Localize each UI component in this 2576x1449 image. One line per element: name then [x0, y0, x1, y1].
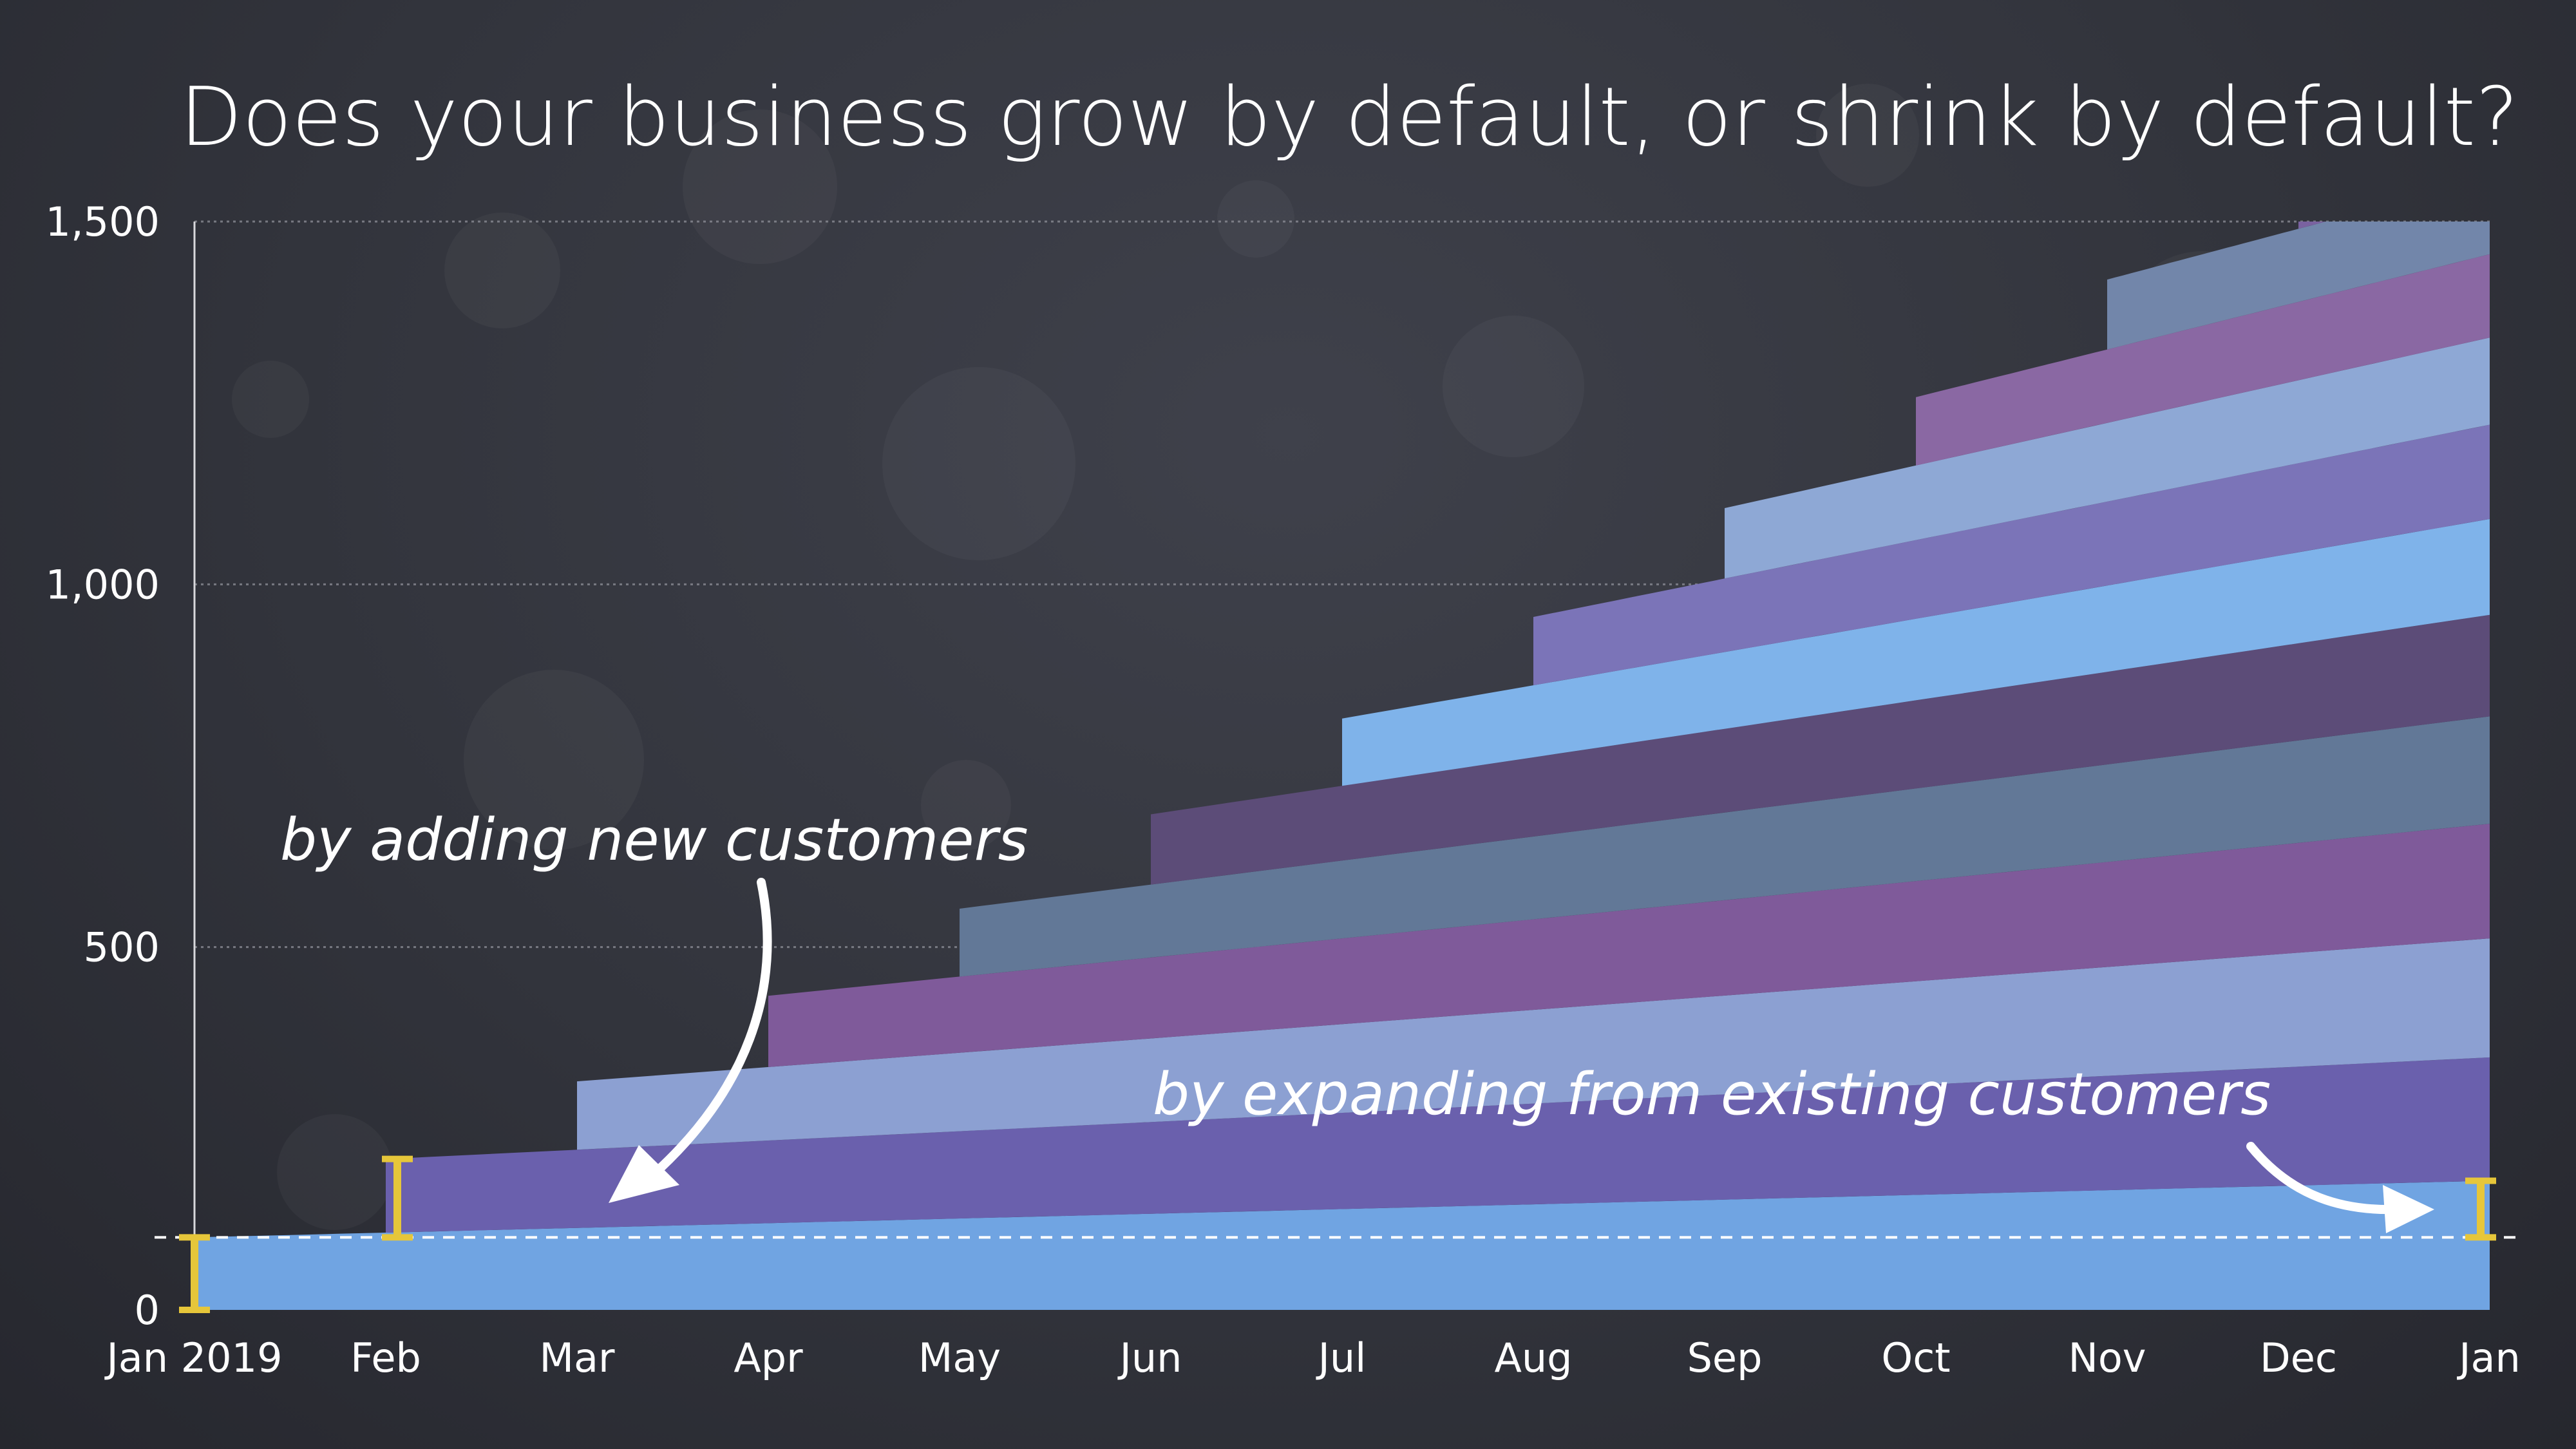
chart-title: Does your business grow by default, or s…: [180, 70, 2519, 164]
y-tick-label: 1,500: [46, 198, 160, 245]
y-axis-ticks: 0 500 1,000 1,500: [46, 198, 160, 1334]
arrow-new-customers: [633, 878, 772, 1193]
annotation-new-customers: by adding new customers: [280, 806, 1028, 874]
x-tick-label: Jan 2019: [104, 1334, 282, 1381]
x-axis-ticks: Jan 2019 Feb Mar Apr May Jun Jul Aug Sep Oct Nov De…: [104, 1334, 2520, 1381]
x-tick-label: Jan: [2456, 1334, 2521, 1381]
area-layer: [1916, 254, 2490, 466]
y-tick-label: 1,000: [46, 561, 160, 608]
area-layer: [768, 824, 2490, 1067]
annotation-existing-customers: by expanding from existing customers: [1153, 1061, 2271, 1128]
x-tick-label: Aug: [1494, 1334, 1572, 1381]
axes: [155, 222, 2524, 1310]
area-layers: [194, 222, 2490, 1310]
area-layer: [1725, 337, 2490, 579]
range-marker: [179, 1234, 210, 1313]
x-tick-label: Nov: [2068, 1334, 2146, 1381]
background-dot: [277, 1114, 393, 1230]
area-layer: [386, 1057, 2490, 1233]
area-layer: [194, 1180, 2490, 1310]
x-tick-label: Oct: [1881, 1334, 1950, 1381]
area-layer: [2298, 222, 2326, 229]
area-layer: [1151, 614, 2490, 885]
x-tick-label: Apr: [734, 1334, 803, 1381]
range-markers: [179, 1155, 2496, 1313]
background-dot: [1217, 180, 1294, 258]
area-layer: [2107, 222, 2490, 350]
background-dot: [444, 213, 560, 328]
range-marker: [382, 1155, 413, 1241]
y-tick-label: 0: [135, 1287, 160, 1334]
x-tick-label: Jun: [1117, 1334, 1182, 1381]
area-layer: [1342, 518, 2490, 786]
x-tick-label: Dec: [2260, 1334, 2337, 1381]
background-dot: [1443, 316, 1584, 457]
arrow-existing-customers: [2246, 1142, 2400, 1215]
x-tick-label: Mar: [540, 1334, 615, 1381]
area-layer: [1533, 424, 2490, 686]
arrowhead-existing-customers: [2383, 1185, 2434, 1233]
arrowhead-new-customers: [609, 1145, 679, 1203]
x-tick-label: Sep: [1687, 1334, 1763, 1381]
background-dot: [882, 367, 1075, 560]
x-tick-label: Jul: [1316, 1334, 1367, 1381]
area-layer: [960, 716, 2490, 977]
x-tick-label: May: [918, 1334, 1001, 1381]
background-dot: [232, 361, 309, 438]
y-tick-label: 500: [84, 924, 160, 971]
area-layer: [577, 938, 2490, 1150]
x-tick-label: Feb: [350, 1334, 421, 1381]
annotation-arrows: [609, 878, 2434, 1233]
range-marker: [2465, 1177, 2496, 1241]
